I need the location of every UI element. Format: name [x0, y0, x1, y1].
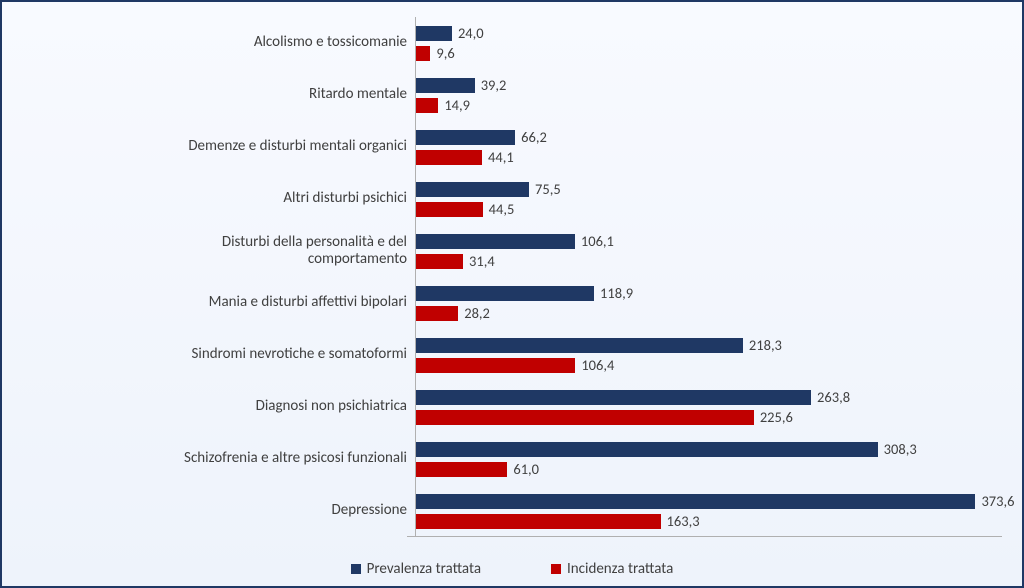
- bar-incidenza: [416, 462, 507, 477]
- value-label: 163,3: [667, 512, 700, 530]
- bar-wrap: 106,4: [416, 358, 614, 373]
- bar-wrap: 373,6: [416, 494, 1014, 509]
- bar-wrap: 118,9: [416, 286, 633, 301]
- bar-incidenza: [416, 46, 430, 61]
- value-label: 263,8: [817, 388, 850, 406]
- bar-wrap: 9,6: [416, 46, 455, 61]
- legend-item-prevalenza: Prevalenza trattata: [351, 560, 481, 578]
- bar-prevalenza: [416, 390, 811, 405]
- chart-row: Altri disturbi psichici 75,5 44,5: [22, 173, 1002, 225]
- bars-cell: 373,6163,3: [415, 485, 1002, 537]
- chart-row: Schizofrenia e altre psicosi funzionali3…: [22, 433, 1002, 485]
- bar-wrap: 31,4: [416, 254, 495, 269]
- bar-wrap: 44,1: [416, 150, 514, 165]
- bar-incidenza: [416, 514, 661, 529]
- value-label: 9,6: [436, 44, 454, 62]
- bar-incidenza: [416, 98, 438, 113]
- bar-prevalenza: [416, 286, 594, 301]
- value-label: 14,9: [444, 96, 470, 114]
- bar-incidenza: [416, 202, 483, 217]
- bars-cell: 106,1 31,4: [415, 225, 1002, 277]
- bar-prevalenza: [416, 182, 529, 197]
- legend-item-incidenza: Incidenza trattata: [551, 560, 673, 578]
- bar-incidenza: [416, 254, 463, 269]
- plot-area: Alcolismo e tossicomanie24,09,6Ritardo m…: [22, 17, 1002, 537]
- chart-row: Depressione373,6163,3: [22, 485, 1002, 537]
- category-label: Altri disturbi psichici: [22, 190, 415, 207]
- chart-row: Disturbi della personalità e delcomporta…: [22, 225, 1002, 277]
- bar-wrap: 24,0: [416, 26, 484, 41]
- chart-row: Mania e disturbi affettivi bipolari118,9…: [22, 277, 1002, 329]
- value-label: 66,2: [521, 128, 547, 146]
- value-label: 106,1: [581, 232, 614, 250]
- legend-label-prevalenza: Prevalenza trattata: [367, 560, 481, 578]
- chart-row: Demenze e disturbi mentali organici 66,2 4…: [22, 121, 1002, 173]
- legend-swatch-incidenza: [551, 564, 561, 574]
- value-label: 75,5: [535, 180, 561, 198]
- bars-cell: 118,9 28,2: [415, 277, 1002, 329]
- chart-container: Alcolismo e tossicomanie24,09,6Ritardo m…: [0, 0, 1024, 588]
- bars-cell: 24,09,6: [415, 17, 1002, 69]
- bar-prevalenza: [416, 26, 452, 41]
- bar-wrap: 61,0: [416, 462, 539, 477]
- bar-prevalenza: [416, 338, 743, 353]
- bar-prevalenza: [416, 234, 575, 249]
- bar-wrap: 14,9: [416, 98, 470, 113]
- value-label: 61,0: [513, 460, 539, 478]
- category-label: Ritardo mentale: [22, 86, 415, 103]
- bars-cell: 263,8 225,6: [415, 381, 1002, 433]
- legend-swatch-prevalenza: [351, 564, 361, 574]
- category-label: Demenze e disturbi mentali organici: [22, 138, 415, 155]
- category-label: Alcolismo e tossicomanie: [22, 34, 415, 51]
- value-label: 24,0: [458, 24, 484, 42]
- category-label: Depressione: [22, 502, 415, 519]
- bar-wrap: 106,1: [416, 234, 614, 249]
- value-label: 118,9: [600, 284, 633, 302]
- bar-prevalenza: [416, 442, 878, 457]
- bars-cell: 66,2 44,1: [415, 121, 1002, 173]
- bar-incidenza: [416, 306, 458, 321]
- category-label: Mania e disturbi affettivi bipolari: [22, 294, 415, 311]
- value-label: 106,4: [581, 356, 614, 374]
- bar-wrap: 308,3: [416, 442, 917, 457]
- bars-cell: 39,2 14,9: [415, 69, 1002, 121]
- bar-wrap: 66,2: [416, 130, 547, 145]
- value-label: 218,3: [749, 336, 782, 354]
- value-label: 44,5: [489, 200, 515, 218]
- legend: Prevalenza trattata Incidenza trattata: [2, 560, 1022, 578]
- bar-wrap: 218,3: [416, 338, 782, 353]
- bar-incidenza: [416, 410, 754, 425]
- bar-wrap: 163,3: [416, 514, 700, 529]
- bar-incidenza: [416, 358, 575, 373]
- value-label: 225,6: [760, 408, 793, 426]
- chart-row: Diagnosi non psichiatrica 263,8 225,6: [22, 381, 1002, 433]
- value-label: 373,6: [981, 492, 1014, 510]
- bar-incidenza: [416, 150, 482, 165]
- bars-cell: 308,3 61,0: [415, 433, 1002, 485]
- bar-prevalenza: [416, 78, 475, 93]
- bars-cell: 218,3 106,4: [415, 329, 1002, 381]
- value-label: 28,2: [464, 304, 490, 322]
- chart-row: Alcolismo e tossicomanie24,09,6: [22, 17, 1002, 69]
- bar-wrap: 44,5: [416, 202, 514, 217]
- legend-label-incidenza: Incidenza trattata: [567, 560, 673, 578]
- bar-wrap: 39,2: [416, 78, 506, 93]
- bar-prevalenza: [416, 130, 515, 145]
- bars-cell: 75,5 44,5: [415, 173, 1002, 225]
- category-label: Schizofrenia e altre psicosi funzionali: [22, 450, 415, 467]
- bar-wrap: 75,5: [416, 182, 561, 197]
- bar-wrap: 28,2: [416, 306, 490, 321]
- category-label: Sindromi nevrotiche e somatoformi: [22, 346, 415, 363]
- value-label: 308,3: [884, 440, 917, 458]
- bar-wrap: 263,8: [416, 390, 850, 405]
- category-label: Disturbi della personalità e delcomporta…: [22, 234, 415, 269]
- value-label: 39,2: [481, 76, 507, 94]
- chart-row: Ritardo mentale 39,2 14,9: [22, 69, 1002, 121]
- bar-wrap: 225,6: [416, 410, 793, 425]
- value-label: 31,4: [469, 252, 495, 270]
- chart-row: Sindromi nevrotiche e somatoformi 218,3 10…: [22, 329, 1002, 381]
- category-label: Diagnosi non psichiatrica: [22, 398, 415, 415]
- value-label: 44,1: [488, 148, 514, 166]
- bar-prevalenza: [416, 494, 975, 509]
